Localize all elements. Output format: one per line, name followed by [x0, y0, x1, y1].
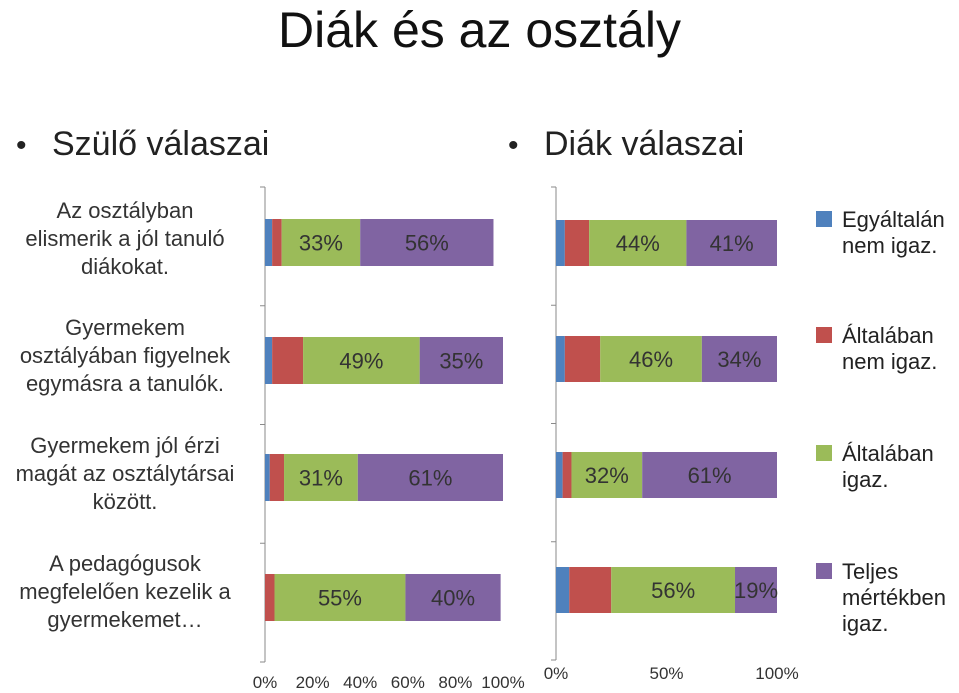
bar-segment — [686, 220, 777, 266]
question-label-line: Gyermekem jól érzi — [30, 433, 220, 458]
bar-segment — [272, 337, 304, 384]
question-label-4: A pedagógusok megfelelően kezelik a gyer… — [0, 550, 250, 634]
bar-segment — [405, 574, 501, 621]
data-label: 41% — [710, 231, 754, 256]
bar-segment — [569, 567, 612, 613]
data-label: 46% — [629, 347, 673, 372]
question-label-2: Gyermekem osztályában figyelnek egymásra… — [0, 314, 250, 398]
x-tick-label: 80% — [438, 673, 472, 692]
legend-label: Egyáltalán nem igaz. — [842, 207, 945, 258]
question-label-line: diákokat. — [80, 254, 170, 279]
data-label: 61% — [408, 466, 452, 491]
data-label: 34% — [717, 347, 761, 372]
bar-segment — [272, 219, 282, 266]
data-label: 40% — [431, 586, 475, 611]
question-label-line: Az osztályban — [56, 198, 194, 223]
bar-segment — [556, 567, 570, 613]
bar-segment — [265, 337, 273, 384]
parent-answers-heading-text: Szülő válaszai — [52, 125, 270, 163]
x-tick-label: 20% — [296, 673, 330, 692]
data-label: 56% — [651, 578, 695, 603]
legend-swatch — [816, 211, 832, 227]
bar-segment — [419, 337, 503, 384]
question-label-line: elismerik a jól tanuló — [25, 226, 225, 251]
bar-segment — [589, 220, 687, 266]
question-label-line: megfelelően kezelik a — [19, 579, 231, 604]
data-label: 61% — [688, 463, 732, 488]
question-label-line: egymásra a tanulók. — [25, 371, 225, 396]
parent-answers-heading: • Szülő válaszai — [16, 122, 269, 168]
bar-segment — [556, 336, 565, 382]
bar-segment — [303, 337, 420, 384]
data-label: 35% — [439, 349, 483, 374]
question-label-line: osztályában figyelnek — [19, 343, 231, 368]
bar-segment — [269, 454, 285, 501]
bar-segment — [564, 220, 590, 266]
legend-swatch — [816, 563, 832, 579]
legend-label: Általában igaz. — [842, 441, 934, 492]
bar-segment — [274, 574, 406, 621]
bar-segment — [281, 219, 361, 266]
question-label-line: gyermekemet… — [47, 607, 203, 632]
bar-segment — [701, 336, 777, 382]
bar-segment — [265, 574, 275, 621]
x-tick-label: 0% — [544, 664, 569, 683]
bar-segment — [556, 220, 565, 266]
bullet-icon: • — [508, 129, 519, 162]
question-label-line: Gyermekem — [65, 315, 185, 340]
student-answers-heading-text: Diák válaszai — [544, 125, 745, 163]
data-label: 44% — [616, 231, 660, 256]
x-tick-label: 40% — [343, 673, 377, 692]
bar-segment — [357, 454, 503, 501]
bar-segment — [642, 452, 777, 498]
question-label-line: magát az osztálytársai — [15, 461, 235, 486]
bar-segment — [556, 452, 563, 498]
bar-segment — [360, 219, 494, 266]
x-tick-label: 100% — [755, 664, 798, 683]
data-label: 31% — [299, 466, 343, 491]
page-title: Diák és az osztály — [278, 2, 681, 58]
x-tick-label: 50% — [649, 664, 683, 683]
bar-segment — [284, 454, 358, 501]
question-label-line: A pedagógusok — [49, 551, 201, 576]
bar-segment — [265, 454, 270, 501]
x-tick-label: 0% — [253, 673, 278, 692]
question-label-line: között. — [92, 489, 158, 514]
data-label: 32% — [585, 463, 629, 488]
legend-swatch — [816, 445, 832, 461]
legend-label: Teljes mértékben igaz. — [842, 559, 946, 636]
student-answers-heading: • Diák válaszai — [508, 122, 744, 168]
data-label: 56% — [405, 231, 449, 256]
x-tick-label: 60% — [391, 673, 425, 692]
data-label: 19% — [734, 578, 778, 603]
bar-segment — [562, 452, 572, 498]
legend-label: Általában nem igaz. — [842, 323, 938, 374]
bar-segment — [611, 567, 736, 613]
bar-segment — [600, 336, 702, 382]
data-label: 55% — [318, 586, 362, 611]
bar-segment — [571, 452, 643, 498]
question-label-3: Gyermekem jól érzi magát az osztálytársa… — [0, 432, 250, 516]
question-label-1: Az osztályban elismerik a jól tanuló diá… — [0, 197, 250, 281]
data-label: 33% — [299, 231, 343, 256]
x-tick-label: 100% — [481, 673, 524, 692]
bar-segment — [735, 567, 777, 613]
bar-segment — [265, 219, 273, 266]
bar-segment — [564, 336, 601, 382]
data-label: 49% — [339, 349, 383, 374]
legend-swatch — [816, 327, 832, 343]
bullet-icon: • — [16, 129, 27, 162]
